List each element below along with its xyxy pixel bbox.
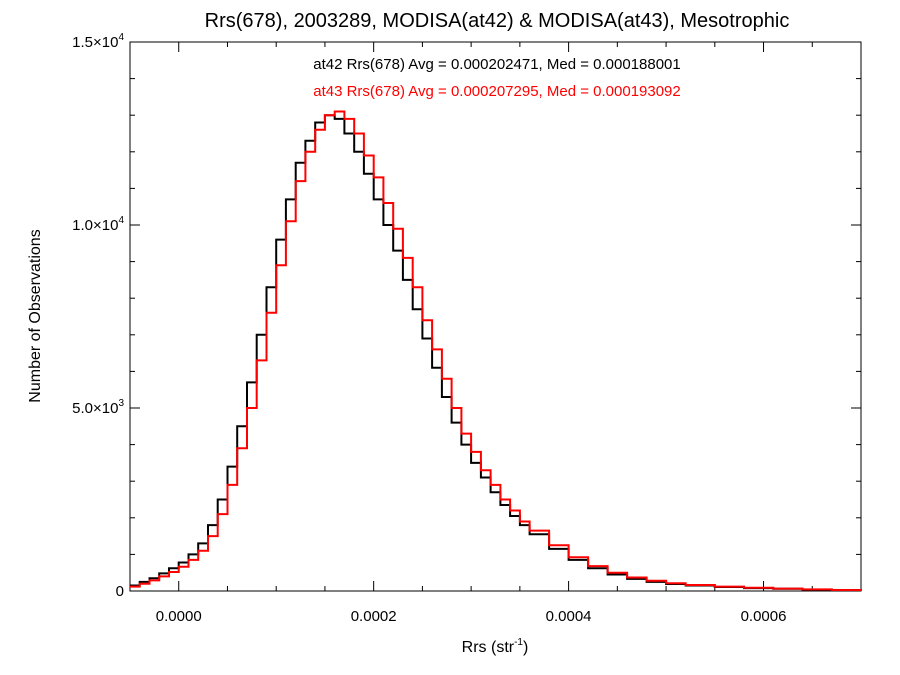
x-axis-ticks: 0.0000 0.0002 0.0004 0.0006 [129, 42, 862, 625]
chart-title: Rrs(678), 2003289, MODISA(at42) & MODISA… [205, 10, 790, 32]
x-axis-label: Rrs (str-1) [462, 637, 529, 656]
series-line-at42 [130, 114, 862, 592]
plot-frame [129, 41, 862, 592]
series-line-at43 [130, 110, 862, 591]
x-axis-label-sup: -1 [514, 637, 523, 648]
x-tick-label: 0.0000 [156, 608, 202, 625]
x-tick-label: 0.0006 [741, 608, 787, 625]
y-tick-label: 5.0×103 [72, 398, 124, 417]
y-tick-label: 1.5×104 [72, 32, 124, 51]
y-tick-label: 1.0×104 [72, 215, 124, 234]
y-tick-label: 0 [116, 583, 124, 600]
x-tick-label: 0.0004 [546, 608, 592, 625]
x-tick-label: 0.0002 [351, 608, 397, 625]
series-layer [130, 110, 862, 592]
x-axis-label-close: ) [523, 639, 528, 656]
y-axis-ticks: 0 5.0×103 1.0×104 1.5×104 [72, 32, 861, 600]
annotation-at43: at43 Rrs(678) Avg = 0.000207295, Med = 0… [313, 83, 681, 100]
x-axis-label-main: Rrs (str [462, 639, 515, 656]
y-axis-label: Number of Observations [27, 229, 44, 402]
annotation-at42: at42 Rrs(678) Avg = 0.000202471, Med = 0… [313, 56, 681, 73]
